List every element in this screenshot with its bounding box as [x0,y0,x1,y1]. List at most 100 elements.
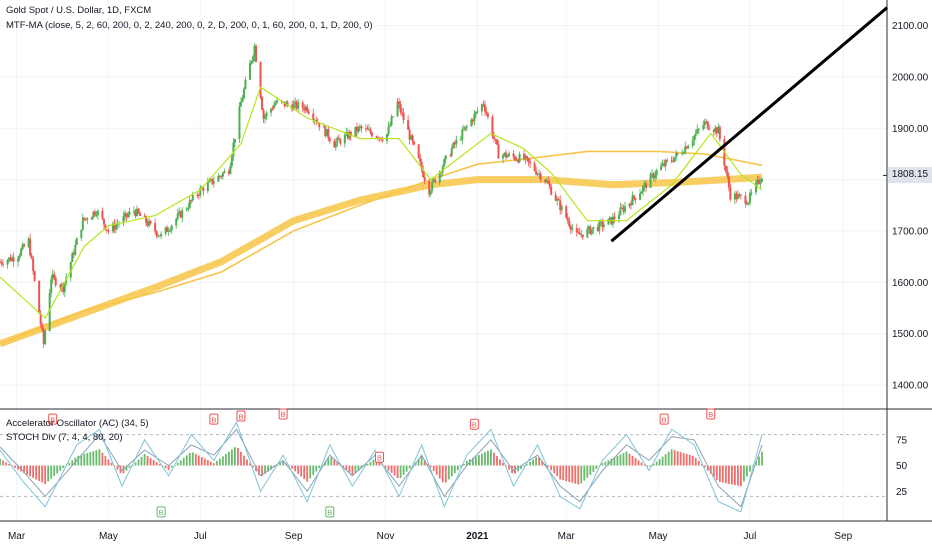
candle-body [471,119,474,122]
time-tick-label: May [649,531,668,542]
candle-body [206,182,209,192]
ac-bar [706,465,709,471]
ac-bar [447,465,450,480]
ac-bar [622,453,625,466]
candle-body [59,285,62,288]
candle-body [137,208,140,214]
ac-bar [23,465,25,474]
candle-body [389,125,392,127]
candle-body [32,258,35,272]
candle-body [327,129,330,139]
ac-bar [384,465,387,468]
candle-body [390,116,393,126]
candle-body [60,283,63,288]
candle-body [598,221,601,231]
candle-body [262,109,265,119]
candle-body [559,200,562,211]
ac-bar [505,465,507,467]
candle-body [557,198,560,201]
ac-bar [477,455,480,466]
candle-body [581,234,584,238]
candle-body [38,280,41,314]
ac-bar [523,465,525,467]
candle-body [96,210,99,215]
candle-body [208,180,211,183]
candle-body [506,155,509,158]
ac-bar [718,465,721,483]
candle-body [105,229,108,231]
ac-bar [435,465,438,475]
candle-body [107,230,110,232]
candle-body [629,203,632,206]
candle-body [370,132,373,137]
candle-body [485,111,488,114]
candle-body [705,121,708,123]
ac-bar [583,465,586,481]
candle-body [623,206,626,212]
signal-marker-label: B [662,415,667,424]
candle-body [587,226,590,229]
candle-body [566,217,569,221]
ac-bar [559,465,562,480]
candle-body [619,207,622,216]
ac-bar [330,457,333,466]
ac-bar [712,465,715,477]
ac-bar [363,465,366,467]
candle-body [417,144,420,159]
candle-body [2,263,5,265]
ac-bar [303,465,306,480]
candle-body [654,175,657,179]
candle-body [634,197,637,200]
candle-body [127,214,130,218]
candle-body [750,192,753,194]
ac-bar [601,463,604,466]
candle-body [9,257,12,261]
ac-bar [721,465,724,483]
ac-bar [249,463,251,466]
accelerator-oscillator-legend[interactable]: Accelerator Oscillator (AC) (34, 5) [6,418,149,429]
ac-bar [390,465,393,473]
ac-bar [167,465,170,471]
candle-body [154,223,157,232]
stoch-div-legend[interactable]: STOCH Div (7, 4, 4, 80, 20) [6,432,123,443]
ac-bar [646,465,649,467]
ac-bar [228,451,230,466]
candle-body [170,225,173,231]
candle-body [754,182,757,193]
ac-bar [0,458,1,466]
candle-body [244,79,247,89]
candle-body [355,126,358,132]
candle-body [221,173,224,177]
candle-body [651,173,654,175]
ac-bar [730,465,733,485]
candle-body [712,129,715,132]
candle-body [622,207,625,212]
ac-bar [29,465,32,477]
candle-body [518,153,521,163]
ac-bar [176,462,179,466]
candle-body [706,121,709,129]
candle-body [139,213,142,216]
ma-short-line [0,86,763,320]
candle-body [547,180,550,184]
stoch-k-line [0,421,763,513]
ac-bar [595,465,598,469]
ac-bar [453,465,456,474]
ac-bar [649,465,652,467]
signal-marker-bear [48,413,58,425]
ac-bar [360,465,363,469]
ac-bar [571,465,574,483]
candle-body [473,113,476,122]
ma-indicator-legend[interactable]: MTF-MA (close, 5, 2, 60, 200, 0, 2, 240,… [6,20,373,31]
candle-body [39,313,42,325]
candle-body [259,61,262,98]
candle-body [702,125,705,130]
candle-body [264,116,267,119]
time-tick-label: Mar [8,531,26,542]
candle-body [608,217,611,219]
signal-marker-bear [469,418,479,430]
ac-bar [426,463,429,466]
candle-body [529,161,532,164]
candle-body [229,165,232,174]
